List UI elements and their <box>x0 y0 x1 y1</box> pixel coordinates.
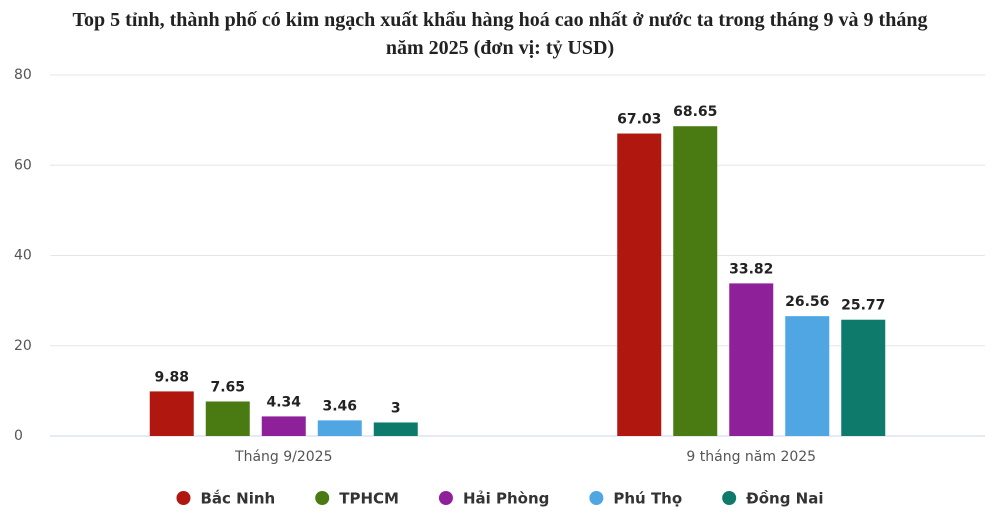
bar <box>841 319 886 436</box>
legend-label: Hải Phòng <box>463 490 549 508</box>
bar <box>785 316 830 436</box>
bar <box>205 401 250 436</box>
y-tick-label: 20 <box>14 338 32 354</box>
bar <box>729 283 774 436</box>
y-tick-label: 60 <box>14 157 32 173</box>
legend-label: TPHCM <box>339 490 399 508</box>
bar <box>673 126 718 437</box>
bar <box>149 391 194 436</box>
legend-label: Đồng Nai <box>746 489 823 508</box>
legend-marker <box>176 491 191 505</box>
y-tick-label: 40 <box>14 248 32 264</box>
x-tick-label: 9 tháng năm 2025 <box>686 449 816 465</box>
value-label: 67.03 <box>617 112 661 128</box>
value-label: 25.77 <box>841 298 885 314</box>
y-tick-label: 80 <box>14 67 32 83</box>
legend-marker <box>722 491 737 505</box>
value-label: 33.82 <box>729 261 773 277</box>
bar <box>373 422 418 436</box>
chart-title: Top 5 tỉnh, thành phố có kim ngạch xuất … <box>72 9 928 59</box>
x-tick-label: Tháng 9/2025 <box>234 449 332 465</box>
y-tick-label: 0 <box>14 428 23 444</box>
bar <box>617 133 662 436</box>
legend-label: Bắc Ninh <box>200 489 275 508</box>
bar <box>317 420 362 436</box>
value-label: 3 <box>391 400 401 416</box>
legend-marker <box>315 491 330 505</box>
value-label: 3.46 <box>322 398 357 414</box>
value-label: 4.34 <box>266 394 301 410</box>
value-label: 7.65 <box>210 379 245 395</box>
bar <box>261 416 306 436</box>
value-label: 68.65 <box>673 104 717 120</box>
legend-label: Phú Thọ <box>613 490 682 508</box>
legend-marker <box>589 491 604 505</box>
legend-marker <box>438 491 453 505</box>
value-label: 9.88 <box>154 369 189 385</box>
value-label: 26.56 <box>785 294 829 310</box>
